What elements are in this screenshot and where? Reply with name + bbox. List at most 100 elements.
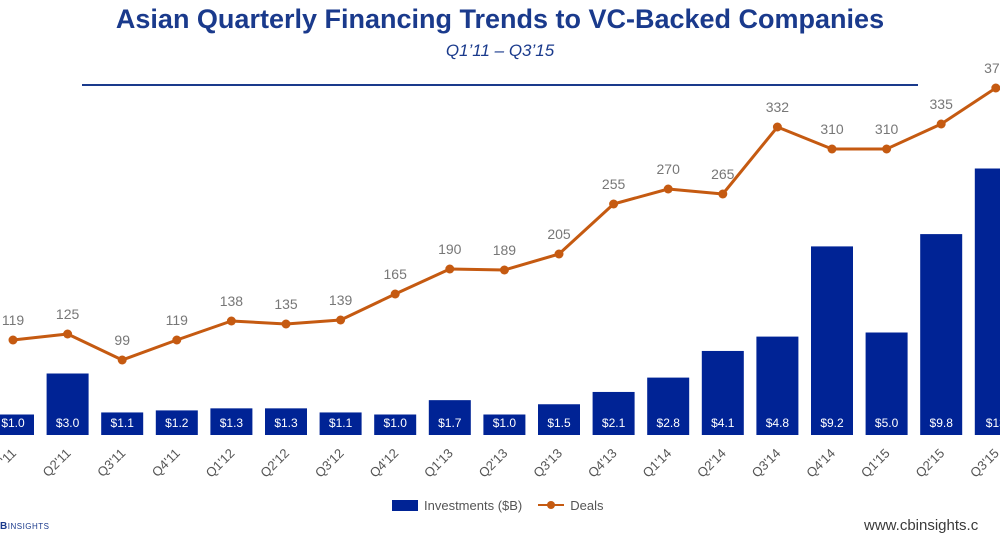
x-axis-tick-label: Q4'14 [803, 446, 838, 481]
deals-value-label: 138 [220, 293, 244, 309]
bar-value-label: $4.1 [711, 416, 735, 430]
deals-point [663, 184, 673, 194]
deals-point [718, 189, 728, 199]
deals-value-label: 270 [657, 161, 681, 177]
bar-value-label: $1.2 [165, 416, 189, 430]
deals-value-label: 371 [984, 60, 1000, 76]
x-axis-tick-label: Q2'13 [476, 446, 511, 481]
bar-value-label: $9.8 [930, 416, 954, 430]
deals-value-label: 332 [766, 99, 790, 115]
x-axis-tick-label: Q2'11 [40, 446, 74, 480]
x-axis-tick-label: '11 [0, 446, 19, 468]
bar-value-label: $4.8 [766, 416, 790, 430]
bar [811, 246, 853, 435]
deals-point [554, 249, 564, 259]
bar [374, 414, 417, 435]
x-axis-tick-label: Q3'11 [94, 446, 128, 480]
brand-logo: BINSIGHTS [0, 521, 50, 532]
x-axis-tick-label: Q3'15 [967, 446, 1000, 481]
deals-value-label: 125 [56, 306, 80, 322]
bar-value-label: $2.8 [657, 416, 681, 430]
bar [428, 400, 471, 435]
x-axis-tick-label: Q4'13 [585, 446, 620, 481]
legend-label-deals: Deals [570, 497, 604, 513]
legend-swatch-investments [392, 499, 418, 511]
deals-value-label: 310 [820, 121, 844, 137]
x-axis-tick-label: Q1'14 [639, 446, 674, 481]
x-axis-tick-label: Q1'15 [858, 446, 893, 481]
deals-point [63, 329, 73, 339]
x-axis-tick-labels: '11 Q2'11 Q3'11 Q4'11 Q1'12 Q2'12 Q3'12 Q4'12 Q1… [0, 446, 1000, 481]
deals-point [827, 144, 837, 154]
x-axis-tick-label: Q2'14 [694, 446, 729, 481]
bar-value-label: $1.0 [1, 416, 25, 430]
x-axis-tick-label: Q4'12 [366, 446, 401, 481]
deals-point [772, 122, 782, 132]
deals-value-label: 335 [930, 96, 954, 112]
deals-line-series [8, 83, 1000, 365]
deals-value-label: 255 [602, 176, 626, 192]
bar-value-labels: $1.0 $3.0 $1.1 $1.2 $1.3 $1.3 $1.1 $1.0 $1.7 $1.0… [1, 416, 1000, 430]
bar-value-label: $13 [986, 416, 1000, 430]
deals-point [991, 83, 1000, 93]
bar [865, 332, 908, 435]
deals-value-label: 189 [493, 242, 517, 258]
bar [155, 410, 198, 435]
bar-value-label: $2.1 [602, 416, 626, 430]
deals-value-label: 165 [384, 266, 408, 282]
bar-value-label: $1.3 [274, 416, 298, 430]
deals-point [117, 355, 127, 365]
bar [319, 412, 362, 435]
bar-value-label: $1.0 [384, 416, 408, 430]
deals-point [445, 264, 455, 274]
chart-title: Asian Quarterly Financing Trends to VC-B… [115, 4, 885, 34]
deals-point [499, 265, 509, 275]
x-axis-tick-label: Q4'11 [149, 446, 183, 480]
title-divider [82, 84, 918, 86]
bar [647, 377, 690, 435]
deals-value-label: 310 [875, 121, 899, 137]
bar [592, 391, 635, 435]
bar [483, 414, 526, 435]
x-axis-tick-label: Q2'15 [912, 446, 947, 481]
bar-value-label: $3.0 [56, 416, 80, 430]
deals-value-label: 99 [114, 332, 130, 348]
bar [701, 350, 744, 435]
chart-subtitle: Q1’11 – Q3’15 [445, 41, 555, 60]
deals-point [609, 199, 619, 209]
x-axis-tick-label: Q1'13 [421, 446, 456, 481]
deals-value-label: 205 [547, 226, 571, 242]
deals-value-label: 135 [274, 296, 298, 312]
deals-point [882, 144, 892, 154]
deals-value-label: 190 [438, 241, 462, 257]
bar [920, 234, 963, 435]
x-axis-tick-label: Q3'13 [530, 446, 565, 481]
bar [538, 404, 580, 435]
deals-point [8, 335, 18, 345]
deals-point [390, 289, 400, 299]
deals-value-label: 119 [2, 312, 25, 328]
chart-legend: Investments ($B) Deals [392, 496, 604, 514]
bar [210, 408, 253, 435]
deals-point [172, 335, 182, 345]
deals-point [226, 316, 236, 326]
x-axis-tick-label: Q1'12 [203, 446, 238, 481]
deals-point [336, 315, 346, 325]
bar [265, 408, 307, 435]
bar [101, 412, 144, 435]
deals-point [936, 119, 946, 129]
bar-value-label: $5.0 [875, 416, 899, 430]
deals-point [281, 319, 291, 329]
bar [0, 414, 34, 435]
x-axis-tick-label: Q3'14 [749, 446, 784, 481]
bar-value-label: $1.3 [220, 416, 244, 430]
bar-series [0, 168, 1000, 435]
x-axis-tick-label: Q3'12 [312, 446, 347, 481]
deals-value-label: 265 [711, 166, 735, 182]
deals-value-labels: 119 125 99 119 138 135 139 165 190 189 205 255 270 26… [2, 60, 1000, 348]
bar [46, 373, 89, 435]
deals-value-label: 119 [166, 312, 189, 328]
bar-value-label: $1.0 [493, 416, 517, 430]
legend-swatch-deals [538, 501, 565, 509]
